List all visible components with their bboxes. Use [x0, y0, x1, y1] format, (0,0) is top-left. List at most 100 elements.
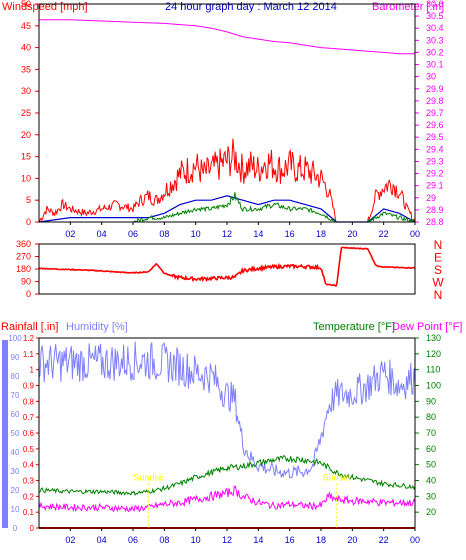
time-tick-label: 18 [316, 535, 326, 545]
rainfall-tick-label: 1 [30, 366, 35, 375]
rainfall-tick-label: 0.8 [23, 397, 35, 406]
chart-title: 24 hour graph day : March 12 2014 [165, 1, 337, 13]
barometer-tick-label: 29.5 [426, 132, 444, 142]
humidity-tick-label: 70 [11, 391, 20, 400]
barometer-tick-label: 28.9 [426, 205, 444, 215]
sun-marker-label: Sunrise [133, 473, 164, 483]
time-tick-label: 08 [159, 229, 169, 239]
rainfall-tick-label: 0.2 [23, 492, 35, 501]
compass-label: W [432, 276, 444, 290]
barometer-tick-label: 29.6 [426, 120, 444, 130]
barometer-tick-label: 29 [426, 193, 436, 203]
humidity-tick-label: 10 [11, 505, 20, 514]
dewpoint-line [38, 485, 416, 513]
barometer-tick-label: 28.8 [426, 217, 444, 227]
windspeed-tick-label: 40 [21, 43, 31, 53]
windspeed-tick-label: 10 [21, 173, 31, 183]
time-tick-label: 14 [253, 229, 263, 239]
barometer-tick-label: 30 [426, 72, 436, 82]
barometer-tick-label: 30.5 [426, 11, 444, 21]
temperature-tick-label: 80 [426, 412, 436, 422]
time-tick-label: 00 [410, 229, 420, 239]
rainfall-tick-label: 0.5 [23, 445, 35, 454]
windspeed-tick-label: 50 [21, 0, 31, 9]
direction-tick-label: 180 [16, 264, 31, 274]
time-tick-label: 04 [97, 535, 107, 545]
time-tick-label: 16 [285, 535, 295, 545]
humidity-tick-label: 80 [11, 372, 20, 381]
humidity-tick-label: 100 [8, 334, 22, 343]
temperature-tick-label: 130 [426, 333, 441, 343]
time-tick-label: 06 [128, 535, 138, 545]
temperature-tick-label: 100 [426, 381, 441, 391]
humidity-tick-label: 40 [11, 448, 20, 457]
temperature-axis-label: Temperature [°F] [313, 321, 395, 333]
barometer-tick-label: 30.4 [426, 23, 444, 33]
barometer-tick-label: 30.3 [426, 35, 444, 45]
temperature-tick-label: 110 [426, 365, 440, 375]
rainfall-tick-label: 0.3 [23, 477, 35, 486]
rainfall-tick-label: 0.6 [23, 429, 35, 438]
time-tick-label: 02 [65, 229, 75, 239]
barometer-tick-label: 29.2 [426, 169, 444, 179]
temperature-tick-label: 50 [426, 460, 436, 470]
humidity-axis-bar [2, 340, 8, 528]
time-tick-label: 16 [285, 229, 295, 239]
rainfall-tick-label: 0.4 [23, 461, 35, 470]
dewpoint-axis-label: Dew Point [°F] [392, 321, 462, 333]
windspeed-tick-label: 25 [21, 108, 31, 118]
compass-label: S [434, 263, 442, 277]
windspeed-tick-label: 20 [21, 130, 31, 140]
temperature-tick-label: 120 [426, 349, 441, 359]
barometer-tick-label: 29.7 [426, 108, 444, 118]
direction-tick-label: 0 [26, 289, 31, 299]
humidity-tick-label: 50 [11, 429, 20, 438]
time-tick-label: 10 [191, 229, 201, 239]
time-tick-label: 18 [316, 229, 326, 239]
rainfall-tick-label: 0.1 [23, 508, 35, 517]
windspeed-tick-label: 35 [21, 64, 31, 74]
temperature-tick-label: 40 [426, 476, 436, 486]
compass-label: N [434, 238, 443, 252]
time-tick-label: 10 [191, 535, 201, 545]
humidity-tick-label: 30 [11, 467, 20, 476]
humidity-axis-label: Humidity [%] [66, 321, 128, 333]
barometer-tick-label: 29.1 [426, 181, 444, 191]
wind-baro-panel: Windspeed [mph] 24 hour graph day : Marc… [2, 0, 444, 239]
time-tick-label: 06 [128, 229, 138, 239]
time-tick-label: 20 [347, 535, 357, 545]
time-tick-label: 22 [379, 229, 389, 239]
temperature-tick-label: 30 [426, 491, 436, 501]
temperature-tick-label: 60 [426, 444, 436, 454]
rainfall-tick-label: 0.7 [23, 413, 35, 422]
windspeed-axis-label: Windspeed [mph] [2, 1, 88, 13]
humidity-line [38, 341, 416, 479]
rainfall-tick-label: 1.1 [23, 350, 35, 359]
humidity-tick-label: 60 [11, 410, 20, 419]
humidity-tick-label: 20 [11, 486, 20, 495]
rainfall-tick-label: 1.2 [23, 334, 35, 343]
rainfall-tick-label: 0.9 [23, 382, 35, 391]
barometer-tick-label: 29.9 [426, 84, 444, 94]
wind-direction-line [38, 246, 415, 287]
time-tick-label: 22 [379, 535, 389, 545]
temperature-tick-label: 90 [426, 396, 436, 406]
sun-marker-label: Sunset [323, 473, 352, 483]
barometer-tick-label: 30.1 [426, 60, 444, 70]
temperature-line [38, 455, 416, 497]
barometer-tick-label: 30.6 [426, 0, 444, 9]
windspeed-tick-label: 45 [21, 21, 31, 31]
time-tick-label: 02 [65, 535, 75, 545]
barometer-tick-label: 29.8 [426, 96, 444, 106]
direction-tick-label: 360 [16, 239, 31, 249]
windspeed-tick-label: 0 [26, 217, 31, 227]
rain-humidity-temp-panel: Rainfall [.in] Humidity [%] Temperature … [1, 321, 462, 545]
humidity-tick-label: 0 [13, 524, 18, 533]
windspeed-tick-label: 30 [21, 86, 31, 96]
time-tick-label: 08 [159, 535, 169, 545]
barometer-tick-label: 29.4 [426, 144, 444, 154]
windspeed-tick-label: 15 [21, 152, 31, 162]
